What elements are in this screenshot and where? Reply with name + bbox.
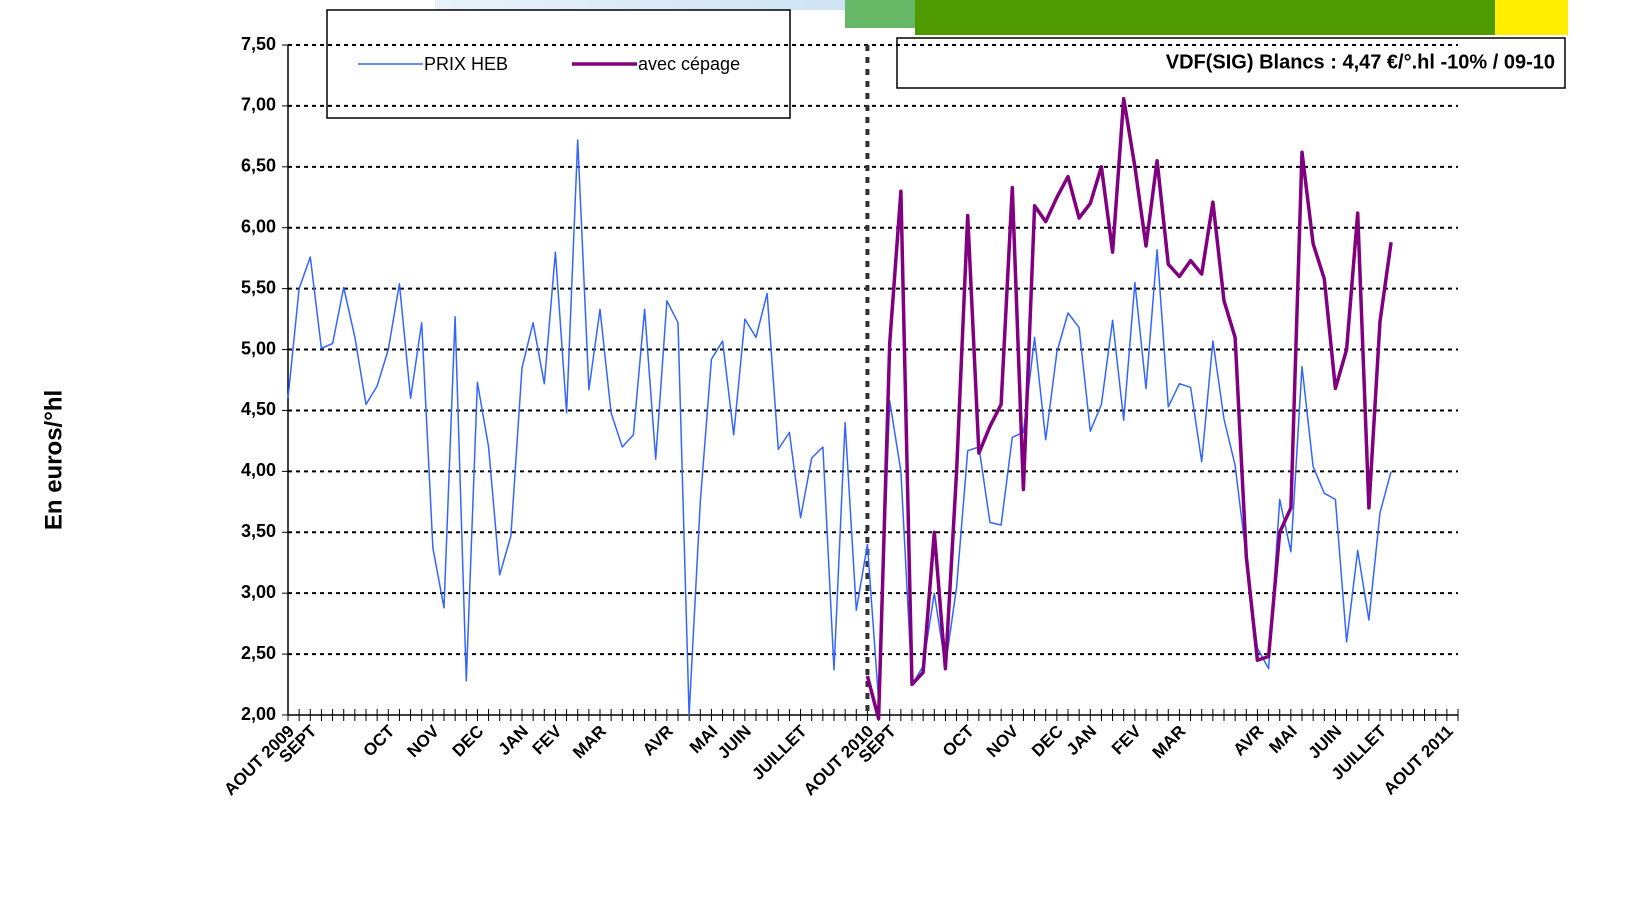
banner (1495, 0, 1568, 35)
y-tick-label: 5,00 (241, 338, 276, 358)
x-tick-label: DEC (1028, 722, 1067, 761)
x-tick-label: FEV (529, 721, 566, 758)
x-tick-label: JUILLET (748, 721, 811, 784)
x-tick-label: NOV (983, 721, 1023, 761)
y-tick-label: 4,00 (241, 460, 276, 480)
x-tick-label: AVR (639, 722, 677, 760)
annotation: VDF(SIG) Blancs : 4,47 €/°.hl -10% / 09-… (1166, 51, 1555, 73)
x-tick-label: MAR (569, 722, 610, 763)
legend-label: PRIX HEB (424, 54, 508, 74)
y-tick-label: 5,50 (241, 277, 276, 297)
y-tick-label: 2,00 (241, 704, 276, 724)
x-tick-label: JUIN (714, 722, 755, 763)
banner (435, 0, 845, 10)
y-tick-label: 7,50 (241, 34, 276, 54)
legend-label: avec cépage (638, 54, 740, 74)
x-tick-label: MAI (1265, 722, 1300, 757)
y-tick-label: 7,00 (241, 95, 276, 115)
banner (915, 0, 1495, 35)
y-tick-label: 6,50 (241, 156, 276, 176)
y-tick-label: 3,00 (241, 582, 276, 602)
y-tick-label: 3,50 (241, 521, 276, 541)
x-tick-label: FEV (1108, 721, 1145, 758)
y-axis-label: En euros/°hl (40, 390, 67, 530)
y-tick-label: 6,00 (241, 216, 276, 236)
series-line (865, 96, 1393, 721)
x-tick-label: NOV (403, 721, 443, 761)
x-tick-label: OCT (939, 721, 978, 760)
y-tick-label: 2,50 (241, 643, 276, 663)
x-tick-label: OCT (359, 721, 398, 760)
x-tick-label: AVR (1229, 722, 1267, 760)
banner (845, 0, 915, 28)
x-tick-label: MAR (1149, 722, 1190, 763)
x-tick-label: JAN (1063, 722, 1100, 759)
x-tick-label: JUIN (1305, 722, 1346, 763)
x-tick-label: DEC (449, 722, 488, 761)
x-tick-label: JAN (495, 722, 532, 759)
series-line (287, 139, 1392, 716)
y-tick-label: 4,50 (241, 399, 276, 419)
x-tick-label: AOUT 2011 (1380, 722, 1457, 799)
annotation-box (896, 37, 1566, 89)
